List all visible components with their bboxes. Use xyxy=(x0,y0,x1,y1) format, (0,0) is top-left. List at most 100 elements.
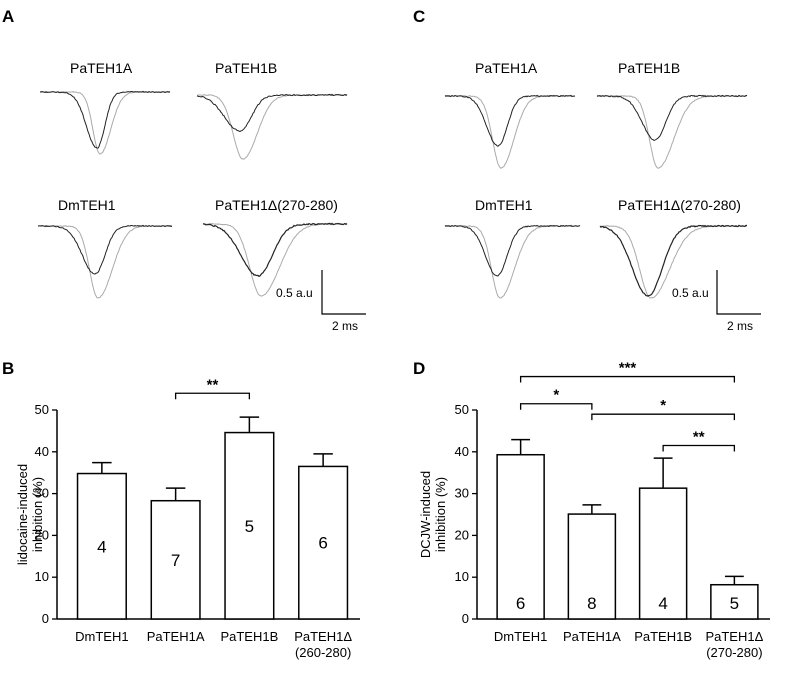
trace-c1-control xyxy=(445,95,575,169)
y-tick-label-d-4: 40 xyxy=(455,444,469,459)
trace-c4-drug xyxy=(599,224,748,297)
trace-c2 xyxy=(596,94,748,169)
n-label-d-0: 6 xyxy=(516,594,525,613)
bar-chart-b: B 0 10 20 30 40 50 lidocaine-inducedinhibition… xyxy=(2,359,360,660)
trace-c2-control xyxy=(596,95,748,169)
trace-a4-control xyxy=(202,223,348,297)
n-label-b-2: 5 xyxy=(245,517,254,536)
trace-label-c2: PaTEH1B xyxy=(618,60,680,76)
category-label-d-0: DmTEH1 xyxy=(494,629,547,644)
bar-b-3 xyxy=(298,465,349,620)
y-tick-label-d-2: 20 xyxy=(455,527,469,542)
significance-bracket-d-3 xyxy=(662,444,736,452)
y-axis-label-line-b-0: lidocaine-induced xyxy=(15,464,30,565)
n-label-d-3: 5 xyxy=(730,594,739,613)
panel-letter-b: B xyxy=(2,359,14,378)
panel-a: A PaTEH1A PaTEH1B DmTEH1 PaTEH1Δ(270-280… xyxy=(2,7,366,333)
significance-label-d-2: * xyxy=(660,397,666,414)
scale-bar-c: 0.5 a.u 2 ms xyxy=(672,270,761,333)
panel-letter-d: D xyxy=(413,359,425,378)
y-axis-label-line-d-1: inhibition (%) xyxy=(433,477,448,552)
trace-label-a2: PaTEH1B xyxy=(215,60,277,76)
y-tick-label-b-4: 40 xyxy=(35,444,49,459)
trace-c3-drug xyxy=(444,224,581,277)
trace-a1-control xyxy=(39,91,171,155)
significance-label-d-0: *** xyxy=(619,360,637,377)
trace-label-c4: PaTEH1Δ(270-280) xyxy=(618,197,741,213)
category-label-d-2: PaTEH1B xyxy=(634,629,692,644)
panel-c: C PaTEH1A PaTEH1B DmTEH1 PaTEH1Δ(270-280… xyxy=(413,7,761,333)
y-axis-label-line-b-1: inhibition (%) xyxy=(30,477,45,552)
scale-bar-a-time: 2 ms xyxy=(332,319,358,333)
scale-bar-c-lines xyxy=(716,270,761,315)
trace-c4 xyxy=(599,224,748,299)
category-label-b-3-1: (260-280) xyxy=(295,645,351,660)
trace-a3-control xyxy=(38,225,172,299)
significance-bracket-d-1 xyxy=(519,403,593,410)
category-label-d-3: PaTEH1Δ xyxy=(705,629,763,644)
significance-label-b-0: ** xyxy=(207,376,219,393)
scale-bar-a-lines xyxy=(321,270,366,315)
panel-letter-c: C xyxy=(413,7,425,26)
category-label-d-1: PaTEH1A xyxy=(563,629,621,644)
n-label-d-2: 4 xyxy=(658,594,667,613)
category-label-b-1: PaTEH1A xyxy=(147,629,205,644)
y-tick-label-d-3: 30 xyxy=(455,486,469,501)
trace-a4-drug xyxy=(202,222,348,278)
y-tick-label-b-3: 30 xyxy=(35,486,49,501)
y-tick-label-b-1: 10 xyxy=(35,569,49,584)
y-tick-label-b-5: 50 xyxy=(35,402,49,417)
trace-label-a4: PaTEH1Δ(270-280) xyxy=(215,197,338,213)
category-label-b-3: PaTEH1Δ xyxy=(294,629,352,644)
y-axis-label-b: lidocaine-inducedinhibition (%) xyxy=(15,464,45,565)
y-tick-label-d-0: 0 xyxy=(462,611,469,626)
y-axis-label-d: DCJW-inducedinhibition (%) xyxy=(418,471,448,558)
trace-a1 xyxy=(39,90,171,155)
trace-label-a3: DmTEH1 xyxy=(58,197,116,213)
scale-bar-c-time: 2 ms xyxy=(727,319,753,333)
trace-c2-drug xyxy=(596,94,748,141)
bar-b-0 xyxy=(76,472,127,620)
trace-c4-control xyxy=(599,225,748,299)
significance-label-d-1: * xyxy=(553,387,559,404)
trace-c3-control xyxy=(445,225,581,299)
trace-a4 xyxy=(202,222,348,297)
n-label-b-0: 4 xyxy=(97,537,106,556)
y-tick-label-b-0: 0 xyxy=(42,611,49,626)
trace-c1-drug xyxy=(444,94,576,147)
n-label-b-3: 6 xyxy=(318,534,327,553)
scale-bar-a-amplitude: 0.5 a.u xyxy=(276,286,313,300)
category-label-d-3-1: (270-280) xyxy=(706,645,762,660)
scale-bar-a: 0.5 a.u 2 ms xyxy=(276,270,366,333)
significance-bracket-b-0 xyxy=(174,392,251,400)
scale-bar-c-amplitude: 0.5 a.u xyxy=(672,286,709,300)
trace-a2-control xyxy=(196,94,348,160)
y-tick-label-d-1: 10 xyxy=(455,569,469,584)
bar-b-2 xyxy=(224,431,275,620)
trace-a3 xyxy=(37,224,173,299)
trace-label-c1: PaTEH1A xyxy=(475,60,538,76)
y-tick-label-b-2: 20 xyxy=(35,527,49,542)
n-label-b-1: 7 xyxy=(171,551,180,570)
trace-a1-drug xyxy=(40,90,171,149)
bar-b-1 xyxy=(150,499,201,620)
significance-bracket-d-0 xyxy=(519,375,736,383)
category-label-b-0: DmTEH1 xyxy=(75,629,128,644)
n-label-d-1: 8 xyxy=(587,594,596,613)
trace-c3 xyxy=(444,224,581,299)
trace-a2 xyxy=(196,93,348,160)
panel-letter-a: A xyxy=(2,7,14,26)
bar-chart-d: D 0 10 20 30 40 50 DCJW-inducedinhibition (%) 6… xyxy=(413,359,770,660)
y-tick-label-d-5: 50 xyxy=(455,402,469,417)
significance-bracket-d-2 xyxy=(591,413,736,421)
bar-d-3 xyxy=(710,583,759,620)
trace-c1 xyxy=(444,94,576,169)
significance-label-d-3: ** xyxy=(693,429,705,446)
y-axis-label-line-d-0: DCJW-induced xyxy=(418,471,433,558)
trace-label-a1: PaTEH1A xyxy=(70,60,133,76)
category-label-b-2: PaTEH1B xyxy=(220,629,278,644)
trace-a3-drug xyxy=(37,224,173,275)
trace-label-c3: DmTEH1 xyxy=(475,197,533,213)
bar-d-1 xyxy=(567,513,617,620)
